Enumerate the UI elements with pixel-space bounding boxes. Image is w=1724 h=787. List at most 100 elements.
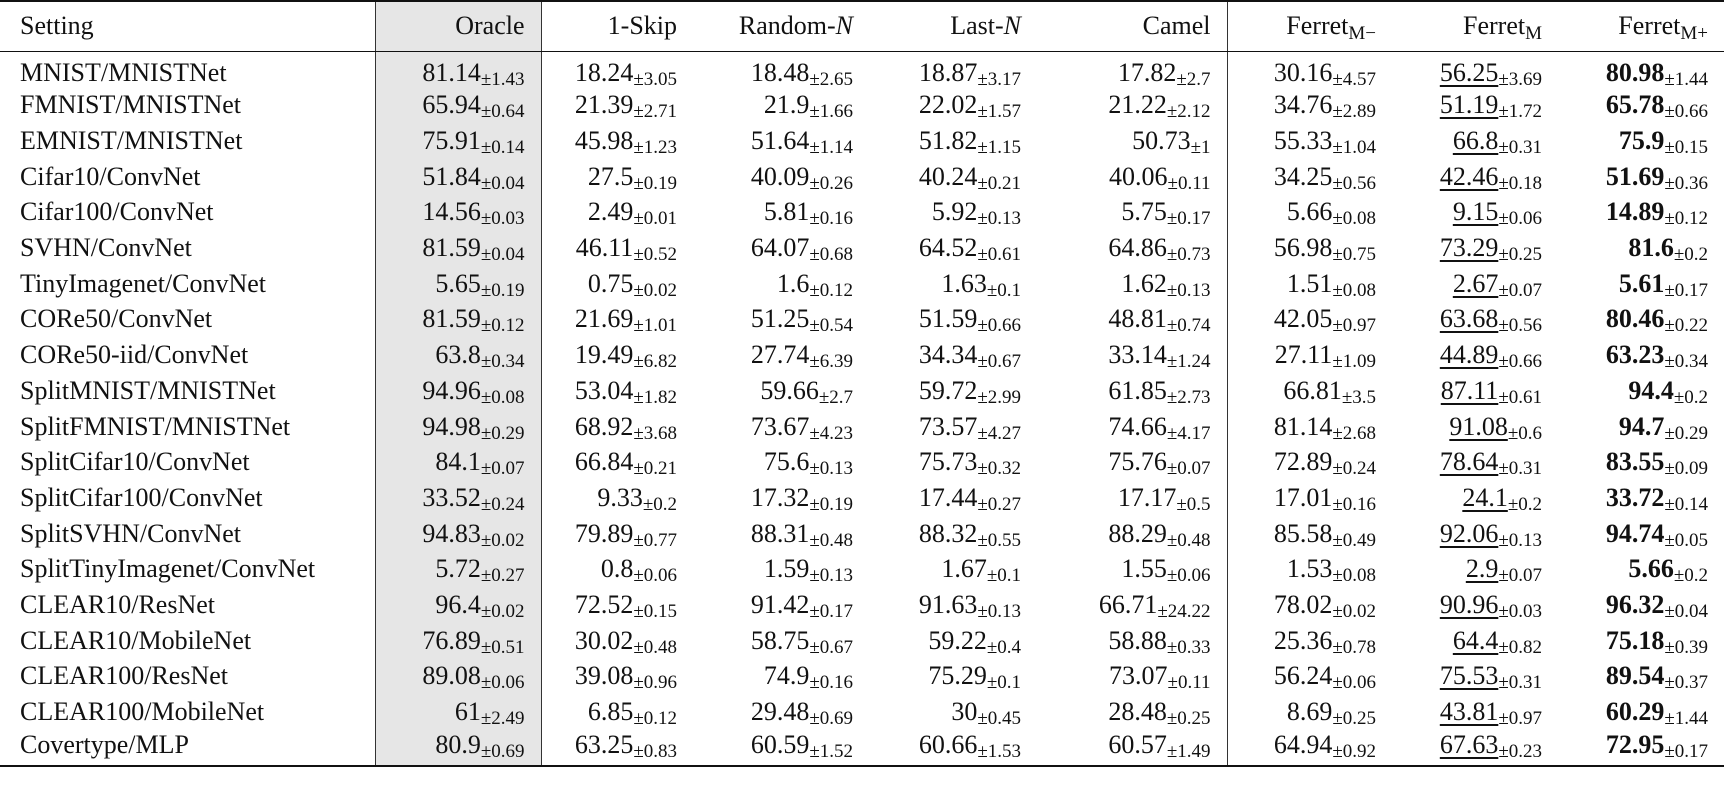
cell-random-n: 5.81±0.16 <box>693 195 869 231</box>
cell-value: 84.1 <box>435 447 481 477</box>
table-row: CLEAR10/MobileNet 76.89±0.51 30.02±0.48 58.… <box>0 622 1724 659</box>
cell-value: 5.72 <box>435 554 481 584</box>
cell-value: 25.36 <box>1273 625 1333 655</box>
cell-ferret-m-plus: 72.95±0.17 <box>1558 729 1724 767</box>
cell-value: 81.14 <box>422 57 481 87</box>
cell-camel: 5.75±0.17 <box>1037 194 1228 231</box>
cell-setting: SplitFMNIST/MNISTNet <box>20 411 291 441</box>
cell-std: ±1.15 <box>977 137 1021 159</box>
cell-value: 92.06 <box>1439 518 1499 548</box>
cell-last-n: 51.82±1.15 <box>869 123 1037 159</box>
cell-ferret-m: 92.06±0.13 <box>1392 516 1558 552</box>
cell-ferret-m-plus: 51.69±0.36 <box>1558 159 1724 195</box>
cell-value: 94.4 <box>1628 375 1674 405</box>
cell-value: 75.91 <box>422 126 481 156</box>
cell-ferret-m: 66.8±0.31 <box>1392 123 1558 159</box>
cell-value: 1.59 <box>763 554 810 584</box>
cell-1-skip: 21.39±2.71 <box>541 88 693 124</box>
cell-std: ±0.08 <box>1332 565 1376 587</box>
cell-value: 61.85 <box>1108 375 1167 405</box>
cell-value: 45.98 <box>574 126 634 156</box>
cell-value: 81.6 <box>1628 233 1674 263</box>
header-random-n: Random-N <box>693 0 869 52</box>
cell-std: ±2.89 <box>1332 101 1376 123</box>
cell-value: 53.04 <box>574 375 634 405</box>
cell-ferret-m: 91.08±0.6 <box>1392 409 1558 445</box>
table-row: EMNIST/MNISTNet 75.91±0.14 45.98±1.23 51.64… <box>0 123 1724 159</box>
cell-ferret-m-plus: 60.29±1.44 <box>1558 694 1724 730</box>
cell-setting: SplitMNIST/MNISTNet <box>20 375 276 405</box>
cell-value: 63.25 <box>574 730 634 760</box>
cell-last-n: 22.02±1.57 <box>869 88 1037 124</box>
cell-1-skip: 45.98±1.23 <box>541 123 693 159</box>
cell-oracle: 5.65±0.19 <box>374 265 542 302</box>
cell-value: 5.65 <box>435 268 481 298</box>
cell-value: 94.7 <box>1618 411 1665 441</box>
cell-camel: 21.22±2.12 <box>1037 87 1228 124</box>
cell-std: ±0.12 <box>809 279 853 301</box>
cell-std: ±4.27 <box>977 422 1021 444</box>
cell-value: 72.89 <box>1273 447 1333 477</box>
table-row: CLEAR10/ResNet 96.4±0.02 72.52±0.15 91.42±0… <box>0 587 1724 623</box>
cell-std: ±0.2 <box>1673 386 1708 408</box>
cell-last-n: 51.59±0.66 <box>869 302 1037 338</box>
cell-value: 94.96 <box>422 375 481 405</box>
cell-std: ±0.13 <box>977 600 1021 622</box>
cell-random-n: 51.25±0.54 <box>693 302 869 338</box>
table-row: SVHN/ConvNet 81.59±0.04 46.11±0.52 64.07±0.… <box>0 230 1724 266</box>
cell-random-n: 18.48±2.65 <box>693 51 869 90</box>
cell-value: 63.23 <box>1605 340 1665 370</box>
cell-1-skip: 46.11±0.52 <box>541 230 693 266</box>
cell-1-skip: 68.92±3.68 <box>541 409 693 445</box>
cell-std: ±0.77 <box>633 529 677 551</box>
cell-last-n: 88.32±0.55 <box>869 516 1037 552</box>
cell-random-n: 91.42±0.17 <box>693 587 869 623</box>
cell-std: ±0.2 <box>1673 565 1708 587</box>
cell-1-skip: 30.02±0.48 <box>541 623 693 659</box>
header-1-skip: 1-Skip <box>541 0 693 52</box>
cell-1-skip: 18.24±3.05 <box>541 51 693 90</box>
cell-std: ±1.72 <box>1498 101 1542 123</box>
cell-value: 43.81 <box>1439 697 1499 727</box>
cell-std: ±0.66 <box>977 315 1021 337</box>
cell-std: ±0.07 <box>1498 279 1542 301</box>
cell-random-n: 1.6±0.12 <box>693 266 869 302</box>
cell-1-skip: 2.49±0.01 <box>541 195 693 231</box>
cell-std: ±0.01 <box>633 208 677 230</box>
cell-std: ±0.2 <box>1673 244 1708 266</box>
cell-ferret-m-minus: 1.51±0.08 <box>1227 266 1392 302</box>
cell-std: ±1.01 <box>633 315 677 337</box>
cell-value: 1.53 <box>1286 554 1333 584</box>
table-row: SplitFMNIST/MNISTNet 94.98±0.29 68.92±3.68… <box>0 408 1724 445</box>
cell-std: ±3.05 <box>633 68 677 90</box>
table-row: TinyImagenet/ConvNet 5.65±0.19 0.75±0.02 1.… <box>0 265 1724 302</box>
cell-random-n: 88.31±0.48 <box>693 516 869 552</box>
cell-value: 51.82 <box>918 126 978 156</box>
cell-ferret-m-plus: 96.32±0.04 <box>1558 587 1724 623</box>
table-body: MNIST/MNISTNet 81.14±1.43 18.24±3.05 18.48±… <box>0 51 1724 767</box>
cell-value: 1.55 <box>1121 554 1167 584</box>
cell-value: 60.66 <box>918 730 978 760</box>
cell-value: 2.67 <box>1452 268 1499 298</box>
cell-oracle: 81.59±0.04 <box>374 230 542 266</box>
cell-std: ±0.24 <box>480 493 525 515</box>
cell-value: 76.89 <box>422 625 481 655</box>
cell-std: ±0.74 <box>1166 315 1211 337</box>
cell-std: ±0.16 <box>809 208 853 230</box>
cell-value: 85.58 <box>1273 518 1333 548</box>
cell-std: ±0.19 <box>480 279 525 301</box>
cell-ferret-m-plus: 94.4±0.2 <box>1558 373 1724 409</box>
cell-std: ±0.16 <box>1332 493 1376 515</box>
cell-setting: CLEAR10/MobileNet <box>20 625 252 655</box>
cell-value: 2.49 <box>587 197 634 227</box>
cell-value: 46.11 <box>575 233 634 263</box>
cell-value: 5.66 <box>1628 554 1674 584</box>
cell-std: ±0.1 <box>986 565 1021 587</box>
cell-value: 63.68 <box>1439 304 1499 334</box>
header-ferret-m: FerretM <box>1392 0 1558 52</box>
cell-ferret-m-plus: 63.23±0.34 <box>1558 337 1724 373</box>
cell-value: 1.63 <box>941 268 987 298</box>
cell-std: ±1.44 <box>1664 708 1708 730</box>
cell-ferret-m-minus: 34.76±2.89 <box>1227 88 1392 124</box>
cell-ferret-m-minus: 56.98±0.75 <box>1227 230 1392 266</box>
